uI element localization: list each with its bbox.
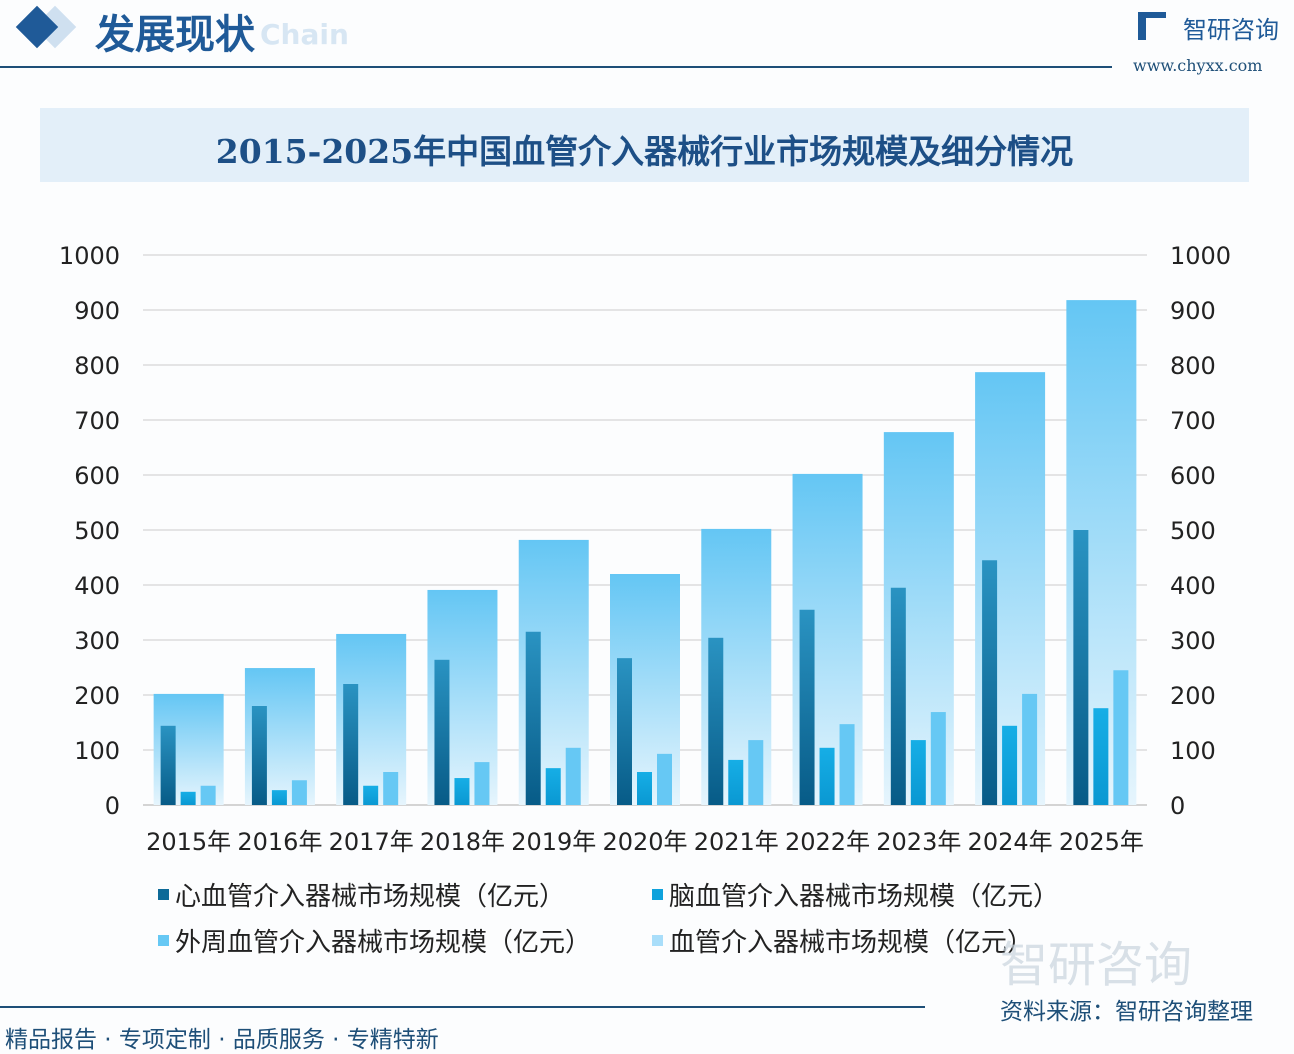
legend-item-peripheral: 外周血管介入器械市场规模（亿元）	[158, 922, 591, 959]
x-tick: 2021年	[694, 828, 779, 856]
footer-slogan: 精品报告 · 专项定制 · 品质服务 · 专精特新	[5, 1027, 439, 1053]
bar-cardio	[343, 684, 359, 805]
y-tick-left: 1000	[59, 242, 120, 270]
x-tick: 2015年	[146, 828, 231, 856]
y-tick-left: 800	[74, 352, 120, 380]
y-tick-left: 0	[105, 792, 120, 820]
bar-cardio	[617, 658, 632, 805]
bar-cerebro	[819, 747, 835, 805]
x-tick: 2019年	[511, 828, 596, 856]
bar-peripheral	[930, 712, 946, 805]
bar-cardio	[982, 560, 998, 805]
y-tick-left: 100	[74, 737, 120, 765]
title-band	[40, 108, 1249, 182]
y-tick-left: 700	[74, 407, 120, 435]
legend-label: 脑血管介入器械市场规模（亿元）	[669, 882, 1060, 912]
y-tick-right: 100	[1170, 737, 1216, 765]
bar-cardio	[251, 706, 267, 805]
bar-cerebro	[728, 759, 744, 805]
source-note: 资料来源：智研咨询整理	[1000, 999, 1253, 1025]
bar-cerebro	[363, 785, 379, 805]
y-tick-left: 400	[74, 572, 120, 600]
bar-peripheral	[474, 762, 490, 805]
bar-cardio	[890, 587, 906, 805]
bar-cerebro	[545, 768, 561, 805]
y-tick-right: 0	[1170, 792, 1185, 820]
y-tick-right: 400	[1170, 572, 1216, 600]
bar-peripheral	[565, 747, 581, 805]
bar-cardio	[799, 609, 815, 805]
y-tick-right: 600	[1170, 462, 1216, 490]
bar-cardio	[160, 725, 176, 805]
header-watermark: Chain	[260, 18, 349, 51]
legend-label: 外周血管介入器械市场规模（亿元）	[175, 928, 592, 958]
legend-item-total: 血管介入器械市场规模（亿元）	[652, 922, 1033, 959]
chart-title: 2015-2025年中国血管介入器械行业市场规模及细分情况	[215, 132, 1074, 171]
y-tick-right: 800	[1170, 352, 1216, 380]
y-tick-right: 500	[1170, 517, 1216, 545]
bar-cerebro	[180, 791, 196, 805]
x-tick: 2016年	[237, 828, 322, 856]
footer-divider	[0, 1006, 925, 1008]
bar-peripheral	[200, 785, 216, 805]
section-title: 发展现状	[95, 11, 255, 58]
brand-name: 智研咨询	[1183, 16, 1279, 44]
legend-label: 心血管介入器械市场规模（亿元）	[175, 882, 566, 912]
bar-cardio	[708, 637, 724, 805]
bar-cerebro	[271, 790, 287, 805]
x-tick: 2017年	[329, 828, 414, 856]
legend-swatch	[158, 889, 169, 900]
bar-peripheral	[748, 740, 764, 805]
bar-peripheral	[839, 724, 855, 805]
x-tick: 2024年	[968, 828, 1053, 856]
bar-cerebro	[1093, 708, 1109, 805]
legend-label: 血管介入器械市场规模（亿元）	[669, 928, 1034, 958]
legend-item-cardio: 心血管介入器械市场规模（亿元）	[158, 876, 565, 913]
bar-peripheral	[383, 772, 399, 805]
legend-swatch	[652, 889, 663, 900]
y-tick-right: 900	[1170, 297, 1216, 325]
bar-peripheral	[1113, 670, 1129, 805]
x-tick: 2020年	[602, 828, 687, 856]
x-tick: 2022年	[785, 828, 870, 856]
y-tick-right: 700	[1170, 407, 1216, 435]
header-divider	[0, 66, 1112, 68]
bar-cerebro	[454, 778, 470, 805]
y-tick-right: 200	[1170, 682, 1216, 710]
bar-cerebro	[910, 740, 926, 805]
bar-cardio	[434, 659, 450, 805]
y-tick-left: 200	[74, 682, 120, 710]
bar-cerebro	[1002, 725, 1018, 805]
y-tick-left: 900	[74, 297, 120, 325]
brand-logo-icon	[1138, 12, 1166, 40]
brand-url: www.chyxx.com	[1133, 56, 1263, 75]
y-tick-left: 600	[74, 462, 120, 490]
legend-item-cerebro: 脑血管介入器械市场规模（亿元）	[652, 876, 1059, 913]
y-tick-right: 300	[1170, 627, 1216, 655]
legend-swatch	[652, 935, 663, 946]
y-tick-left: 300	[74, 627, 120, 655]
y-tick-left: 500	[74, 517, 120, 545]
brand-watermark: 智研咨询	[1000, 937, 1193, 993]
bar-peripheral	[291, 780, 307, 805]
bar-cardio	[525, 631, 541, 805]
bar-peripheral	[657, 753, 672, 805]
bar-peripheral	[1022, 693, 1038, 805]
y-tick-right: 1000	[1170, 242, 1231, 270]
x-tick: 2023年	[876, 828, 961, 856]
legend-swatch	[158, 935, 169, 946]
bar-cerebro	[637, 772, 652, 805]
x-tick: 2025年	[1059, 828, 1144, 856]
x-tick: 2018年	[420, 828, 505, 856]
bar-cardio	[1073, 530, 1089, 805]
